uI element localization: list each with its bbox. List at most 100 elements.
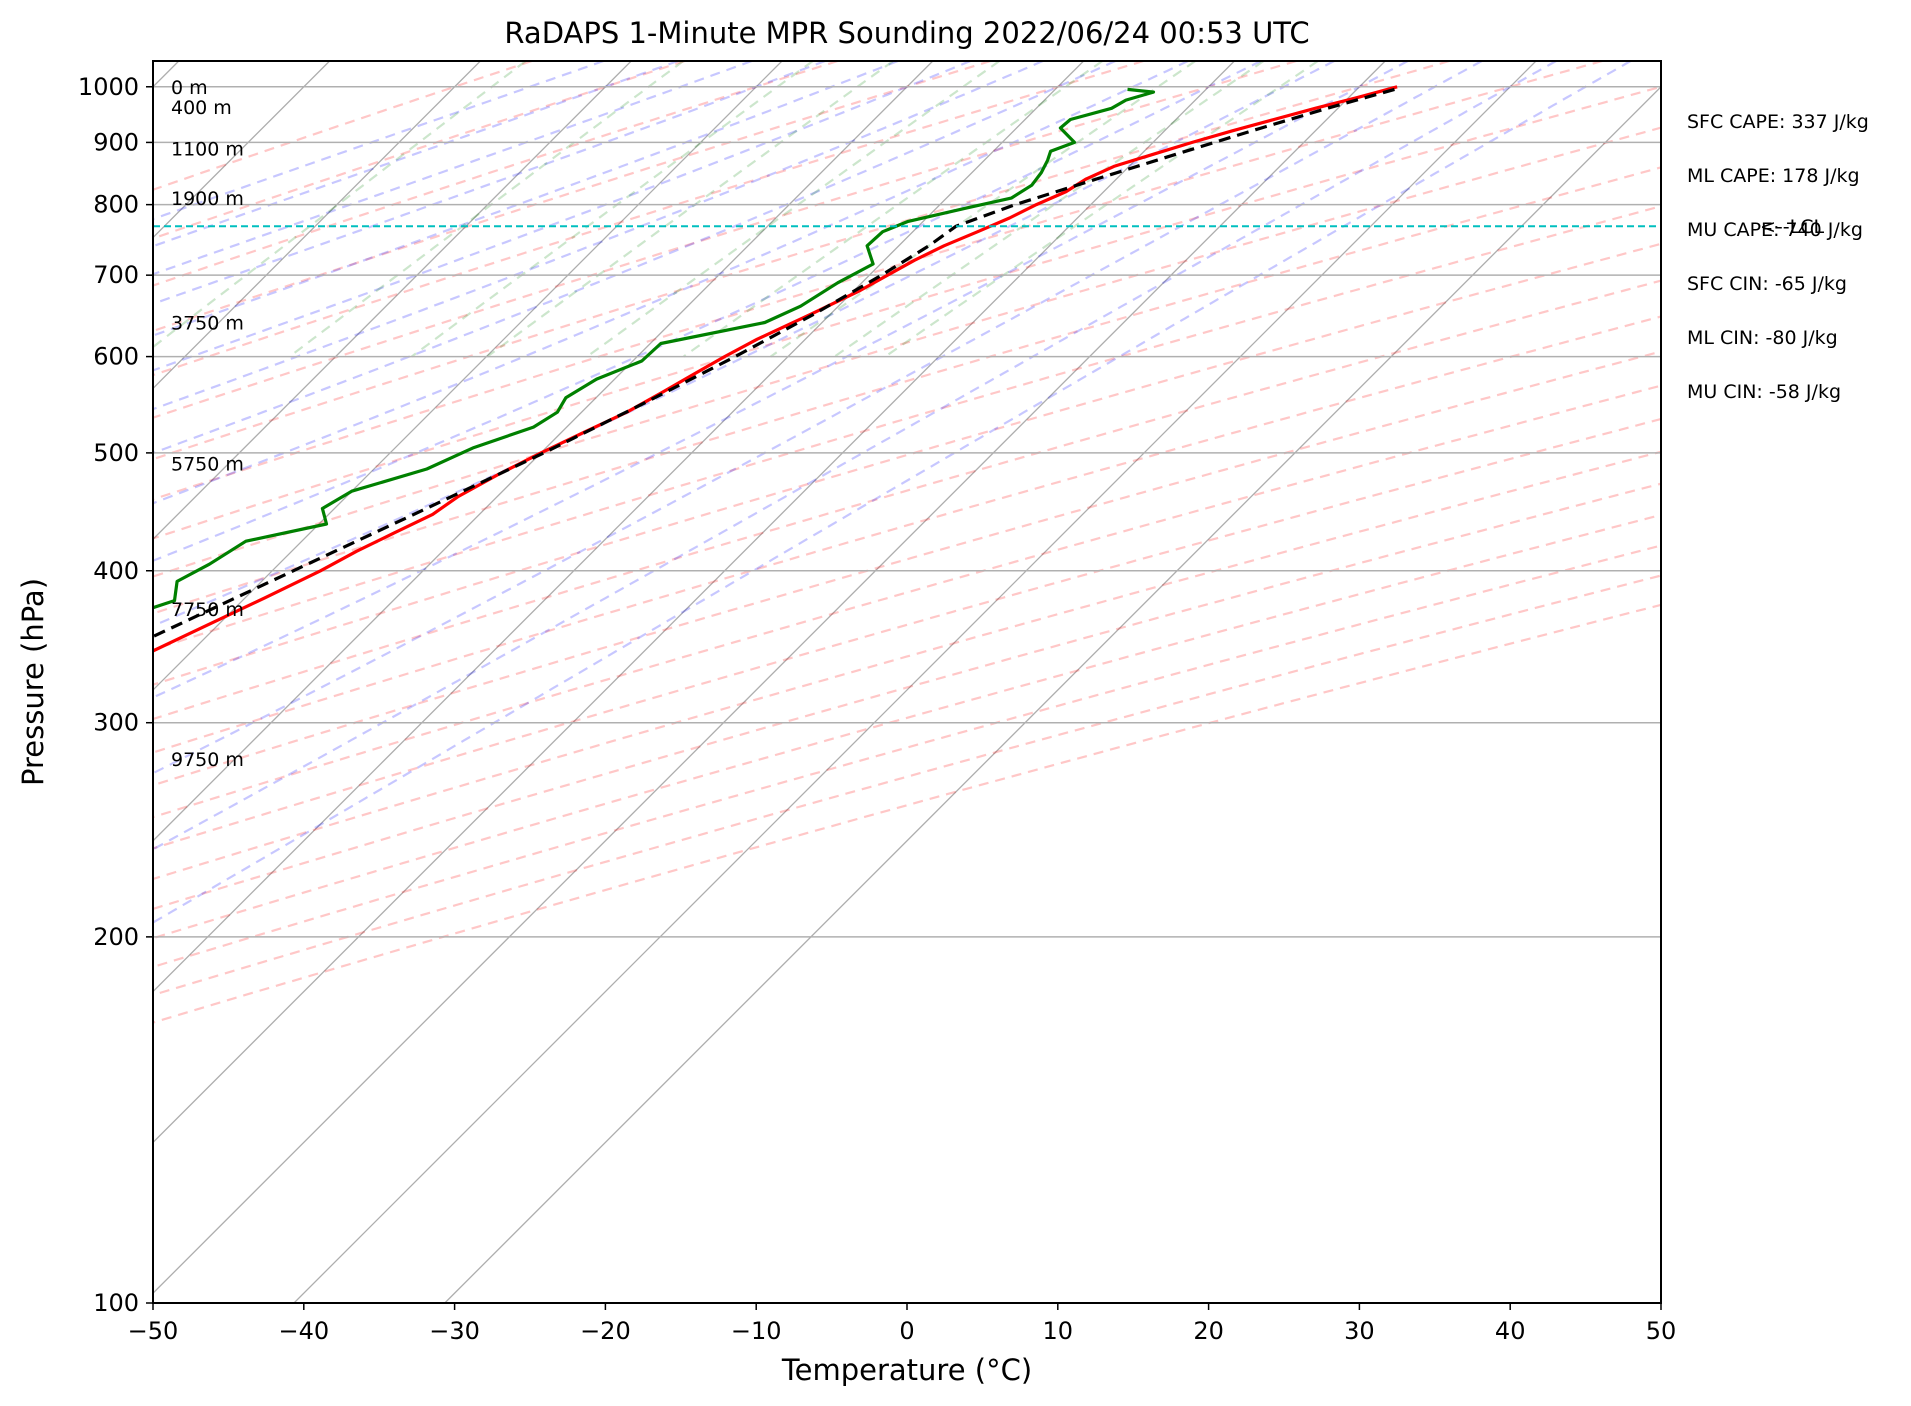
dewpoint-trace xyxy=(153,87,1156,610)
y-tick-label: 800 xyxy=(93,191,139,219)
isotherm-line xyxy=(153,61,1235,1144)
dry-adiabat-line xyxy=(153,85,1661,540)
parcel-trace xyxy=(153,87,1395,639)
dry-adiabat-line xyxy=(153,166,1661,615)
height-label: 9750 m xyxy=(171,749,244,771)
isotherm-line xyxy=(153,61,632,541)
dry-adiabat-line xyxy=(153,384,1661,819)
x-tick-label: −30 xyxy=(429,1317,480,1345)
mixing-ratio-line xyxy=(486,61,894,358)
mixing-ratio-line xyxy=(153,61,527,349)
dry-adiabat-line xyxy=(153,61,991,333)
y-axis-label: Pressure (hPa) xyxy=(16,578,50,786)
mixing-ratio-line xyxy=(769,61,1196,358)
y-tick-label: 600 xyxy=(93,343,139,371)
moist-adiabat-line xyxy=(153,61,899,337)
plot-frame xyxy=(152,60,1662,1304)
temperature-trace xyxy=(153,85,1398,653)
x-tick-label: −50 xyxy=(128,1317,179,1345)
moist-adiabat-line xyxy=(153,61,1557,851)
isotherm-line xyxy=(153,61,934,842)
moist-adiabat-line xyxy=(153,61,679,248)
isotherm-line xyxy=(153,61,1085,993)
stat-label: ML CAPE: 178 J/kg xyxy=(1687,165,1860,187)
moist-adiabat-line xyxy=(153,61,1409,699)
sounding-traces xyxy=(153,85,1398,653)
dry-adiabat-line xyxy=(153,61,1297,419)
mixing-ratio-line xyxy=(410,61,814,358)
y-tick-label: 300 xyxy=(93,709,139,737)
dry-adiabat-line xyxy=(153,482,1661,911)
dry-adiabat-line xyxy=(153,417,1661,850)
moist-adiabat-line xyxy=(153,61,604,221)
height-label: 7750 m xyxy=(171,599,244,621)
dry-adiabat-line xyxy=(153,204,1661,651)
isotherm-line xyxy=(153,61,481,390)
height-label: 5750 m xyxy=(171,454,244,476)
dry-adiabat-line xyxy=(153,61,839,287)
y-tick-label: 900 xyxy=(93,128,139,156)
y-axis-ticks: 100 200 300 400 500 600 700 800 900 1000 xyxy=(78,73,153,1317)
dry-adiabat-line xyxy=(153,574,1661,997)
dry-adiabat-line xyxy=(153,450,1661,881)
lcl-label: <--LCL xyxy=(1760,216,1824,238)
dry-adiabat-line xyxy=(153,61,686,240)
stat-label: MU CAPE: 740 J/kg xyxy=(1687,219,1863,241)
mixing-ratio-line xyxy=(884,61,1319,358)
dry-adiabat-line xyxy=(153,513,1661,940)
height-label: 3750 m xyxy=(171,313,244,335)
mixing-ratio-line xyxy=(288,61,684,358)
y-tick-label: 1000 xyxy=(78,73,139,101)
x-tick-label: −20 xyxy=(580,1317,631,1345)
height-label: 1900 m xyxy=(171,188,244,210)
moist-adiabat-line xyxy=(153,61,971,372)
dry-adiabat-line xyxy=(153,603,1661,1024)
y-tick-label: 700 xyxy=(93,261,139,289)
x-tick-label: 0 xyxy=(899,1317,914,1345)
mixing-ratio-line xyxy=(682,61,1104,358)
x-tick-label: 30 xyxy=(1344,1317,1375,1345)
dry-adiabat-line xyxy=(153,315,1661,754)
x-tick-label: −40 xyxy=(278,1317,329,1345)
x-axis-label: Temperature (°C) xyxy=(781,1353,1032,1387)
isotherm-line xyxy=(153,61,783,691)
height-label: 1100 m xyxy=(171,138,244,160)
moist-adiabat-line xyxy=(153,61,1116,455)
stat-label: SFC CIN: -65 J/kg xyxy=(1687,273,1847,295)
stat-label: ML CIN: -80 J/kg xyxy=(1687,327,1838,349)
dry-adiabat-line xyxy=(153,242,1661,686)
mixing-ratio-line xyxy=(833,61,1265,358)
y-tick-label: 400 xyxy=(93,557,139,585)
x-tick-label: 50 xyxy=(1646,1317,1677,1345)
mixing-ratio-line xyxy=(586,61,1001,358)
stat-label: MU CIN: -58 J/kg xyxy=(1687,381,1841,403)
dry-adiabat-line xyxy=(153,126,1661,578)
y-tick-label: 500 xyxy=(93,439,139,467)
height-label: 0 m xyxy=(171,77,208,99)
moist-adiabat-line xyxy=(153,61,1632,924)
stat-label: SFC CAPE: 337 J/kg xyxy=(1687,111,1869,133)
height-labels: 9750 m 7750 m 5750 m 3750 m 1900 m 1100 m 400 … xyxy=(171,77,244,771)
x-tick-label: 40 xyxy=(1495,1317,1526,1345)
dry-adiabat-line xyxy=(153,544,1661,969)
dry-adiabat-line xyxy=(153,279,1661,721)
y-tick-label: 200 xyxy=(93,923,139,951)
moist-adiabat-line xyxy=(153,61,1044,411)
x-tick-label: −10 xyxy=(731,1317,782,1345)
moist-adiabat-line xyxy=(153,61,753,276)
moist-adiabat-line xyxy=(153,61,1189,505)
stability-indices: SFC CAPE: 337 J/kg ML CAPE: 178 J/kg MU CA… xyxy=(1687,111,1869,403)
x-axis-ticks: −50 −40 −30 −20 −10 0 10 20 30 40 50 xyxy=(128,1303,1677,1345)
moist-adiabat-line xyxy=(153,61,1262,562)
moist-adiabat-line xyxy=(153,61,826,305)
dry-adiabat-line xyxy=(153,61,1144,377)
x-tick-label: 20 xyxy=(1193,1317,1224,1345)
dry-adiabat-line xyxy=(153,350,1661,787)
isotherm-line xyxy=(293,61,1537,1303)
pressure-gridlines xyxy=(153,86,1661,1304)
dry-adiabat-line xyxy=(153,61,1450,461)
isotherm-line xyxy=(444,85,1661,1303)
chart-title: RaDAPS 1-Minute MPR Sounding 2022/06/24 … xyxy=(504,16,1309,50)
isotherm-line xyxy=(153,61,1386,1295)
